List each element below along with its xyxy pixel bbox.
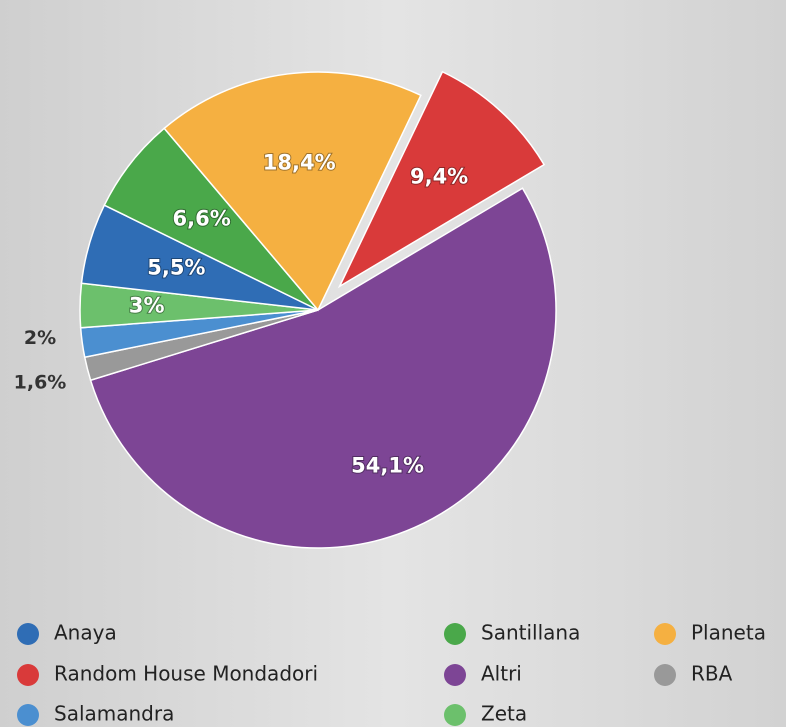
data-label: 9,4% bbox=[410, 164, 468, 188]
legend-label: Altri bbox=[481, 662, 522, 686]
data-label: 5,5% bbox=[147, 256, 205, 280]
legend-label: RBA bbox=[691, 662, 733, 686]
data-label: 2% bbox=[24, 327, 56, 349]
legend: Anaya Random House Mondadori Salamandra San… bbox=[17, 621, 766, 726]
legend-swatch bbox=[17, 704, 39, 726]
legend-swatch bbox=[654, 623, 676, 645]
legend-swatch bbox=[444, 704, 466, 726]
legend-label: Santillana bbox=[481, 621, 580, 645]
pie-slice bbox=[163, 71, 422, 312]
data-label: 18,4% bbox=[263, 151, 336, 175]
legend-swatch bbox=[654, 664, 676, 686]
pie: 9,4% 54,1% 1,6% 2% 3% 5,5% 6,6% 18,4% bbox=[14, 70, 557, 549]
legend-label: Zeta bbox=[481, 702, 527, 726]
data-label: 1,6% bbox=[14, 371, 67, 393]
legend-label: Anaya bbox=[54, 621, 117, 645]
data-label: 3% bbox=[129, 294, 165, 318]
data-label: 6,6% bbox=[173, 206, 231, 230]
legend-label: Salamandra bbox=[54, 702, 174, 726]
legend-label: Random House Mondadori bbox=[54, 662, 318, 686]
data-label: 54,1% bbox=[351, 454, 424, 478]
legend-label: Planeta bbox=[691, 621, 766, 645]
legend-swatch bbox=[444, 623, 466, 645]
legend-swatch bbox=[444, 664, 466, 686]
legend-swatch bbox=[17, 664, 39, 686]
legend-swatch bbox=[17, 623, 39, 645]
pie-slice bbox=[89, 187, 557, 549]
pie-slice bbox=[337, 70, 546, 289]
